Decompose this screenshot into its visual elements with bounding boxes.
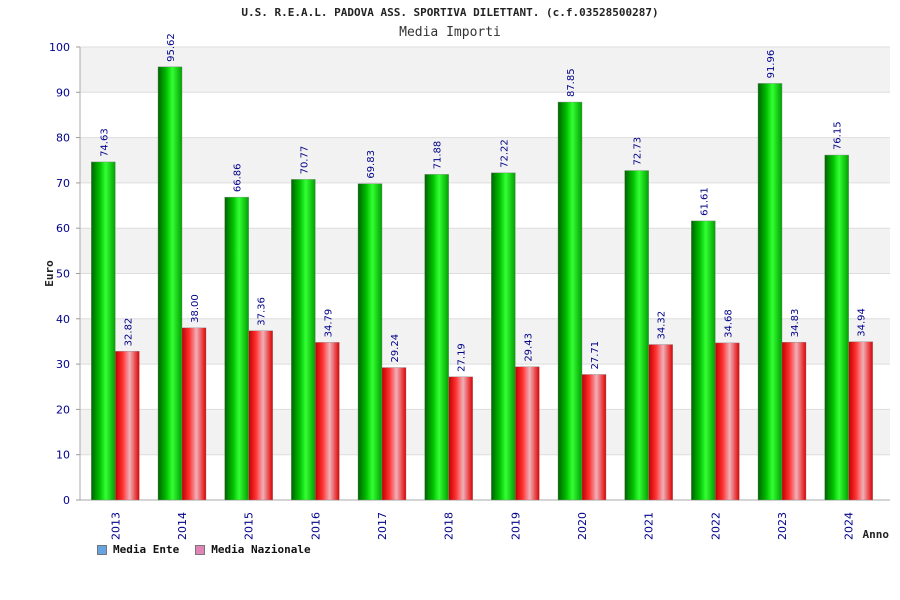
data-label: 38.00 bbox=[190, 294, 201, 323]
x-tick-label: 2018 bbox=[443, 512, 456, 540]
bar-media-ente bbox=[357, 183, 383, 501]
data-label: 37.36 bbox=[257, 297, 268, 326]
bar-media-ente bbox=[157, 66, 183, 501]
bar-media-ente bbox=[824, 154, 849, 501]
bar-media-nazionale bbox=[581, 374, 607, 501]
bar-media-nazionale bbox=[115, 351, 140, 501]
data-label: 66.86 bbox=[233, 163, 244, 192]
data-label: 69.83 bbox=[366, 150, 377, 179]
data-label: 72.22 bbox=[499, 139, 510, 168]
bar-media-ente bbox=[557, 101, 583, 501]
bar-media-ente bbox=[91, 161, 116, 501]
x-tick-label: 2021 bbox=[643, 512, 656, 540]
bar-media-ente bbox=[291, 179, 316, 501]
x-tick-label: 2015 bbox=[243, 512, 256, 540]
legend-label: Media Nazionale bbox=[211, 543, 311, 556]
bar-media-nazionale bbox=[648, 344, 673, 501]
data-label: 74.63 bbox=[99, 128, 110, 157]
legend-item-media-nazionale: Media Nazionale bbox=[195, 543, 311, 556]
data-label: 29.43 bbox=[523, 333, 534, 362]
bar-media-nazionale bbox=[781, 342, 807, 501]
y-tick-label: 70 bbox=[56, 177, 70, 190]
x-tick-label: 2022 bbox=[709, 512, 722, 540]
bar-media-nazionale bbox=[448, 376, 473, 501]
y-tick-label: 50 bbox=[56, 268, 70, 281]
data-label: 32.82 bbox=[123, 318, 134, 347]
x-tick-label: 2017 bbox=[376, 512, 389, 540]
grid-band bbox=[80, 409, 890, 455]
data-label: 34.83 bbox=[790, 309, 801, 338]
bar-media-ente bbox=[424, 174, 449, 501]
data-label: 76.15 bbox=[833, 121, 844, 150]
bar-media-ente bbox=[224, 196, 249, 501]
y-tick-label: 0 bbox=[63, 494, 70, 507]
grid-band bbox=[80, 228, 890, 274]
x-tick-label: 2013 bbox=[109, 512, 122, 540]
bar-media-nazionale bbox=[715, 342, 740, 501]
x-tick-label: 2016 bbox=[309, 512, 322, 540]
x-tick-label: 2023 bbox=[776, 512, 789, 540]
x-tick-label: 2020 bbox=[576, 512, 589, 540]
data-label: 34.68 bbox=[723, 309, 734, 338]
y-tick-label: 80 bbox=[56, 132, 70, 145]
x-tick-label: 2014 bbox=[176, 512, 189, 540]
data-label: 71.88 bbox=[433, 141, 444, 170]
data-label: 27.71 bbox=[590, 341, 601, 370]
data-label: 34.32 bbox=[657, 311, 668, 340]
chart-subtitle: Media Importi bbox=[399, 25, 501, 40]
legend-swatch bbox=[97, 544, 107, 555]
data-label: 95.62 bbox=[166, 33, 177, 62]
data-label: 61.61 bbox=[699, 187, 710, 216]
y-tick-label: 100 bbox=[49, 41, 70, 54]
legend-swatch bbox=[195, 544, 206, 555]
bar-media-ente bbox=[624, 170, 649, 501]
bar-media-nazionale bbox=[181, 327, 207, 501]
data-label: 72.73 bbox=[633, 137, 644, 166]
data-label: 91.96 bbox=[766, 50, 777, 79]
legend-item-media-ente: Media Ente bbox=[97, 543, 179, 556]
data-label: 29.24 bbox=[390, 334, 401, 363]
y-tick-label: 20 bbox=[56, 403, 70, 416]
bar-media-ente bbox=[691, 220, 716, 501]
y-tick-label: 90 bbox=[56, 86, 70, 99]
x-tick-label: 2024 bbox=[843, 512, 856, 540]
bar-media-ente bbox=[491, 172, 516, 501]
x-tick-label: 2019 bbox=[509, 512, 522, 540]
bar-media-nazionale bbox=[381, 367, 407, 501]
data-label: 27.19 bbox=[457, 343, 468, 372]
grid-band bbox=[80, 137, 890, 183]
data-label: 70.77 bbox=[299, 146, 310, 175]
bar-media-nazionale bbox=[848, 341, 873, 501]
y-tick-label: 60 bbox=[56, 222, 70, 235]
y-tick-label: 30 bbox=[56, 358, 70, 371]
data-label: 87.85 bbox=[566, 68, 577, 97]
bar-media-nazionale bbox=[515, 366, 540, 501]
bar-media-nazionale bbox=[248, 330, 273, 501]
legend-label: Media Ente bbox=[113, 543, 180, 556]
data-label: 34.94 bbox=[857, 308, 868, 337]
chart-legend: Media Ente Media Nazionale bbox=[97, 543, 311, 556]
bar-media-nazionale bbox=[315, 342, 340, 501]
grid-band bbox=[80, 318, 890, 365]
x-axis-label: Anno bbox=[863, 528, 890, 541]
y-tick-label: 40 bbox=[56, 313, 70, 326]
data-label: 34.79 bbox=[323, 309, 334, 338]
bar-media-ente bbox=[757, 83, 783, 501]
y-tick-label: 10 bbox=[56, 449, 70, 462]
y-axis-label: Euro bbox=[43, 260, 56, 287]
chart-title: U.S. R.E.A.L. PADOVA ASS. SPORTIVA DILET… bbox=[241, 6, 659, 19]
grid-band bbox=[80, 47, 890, 93]
